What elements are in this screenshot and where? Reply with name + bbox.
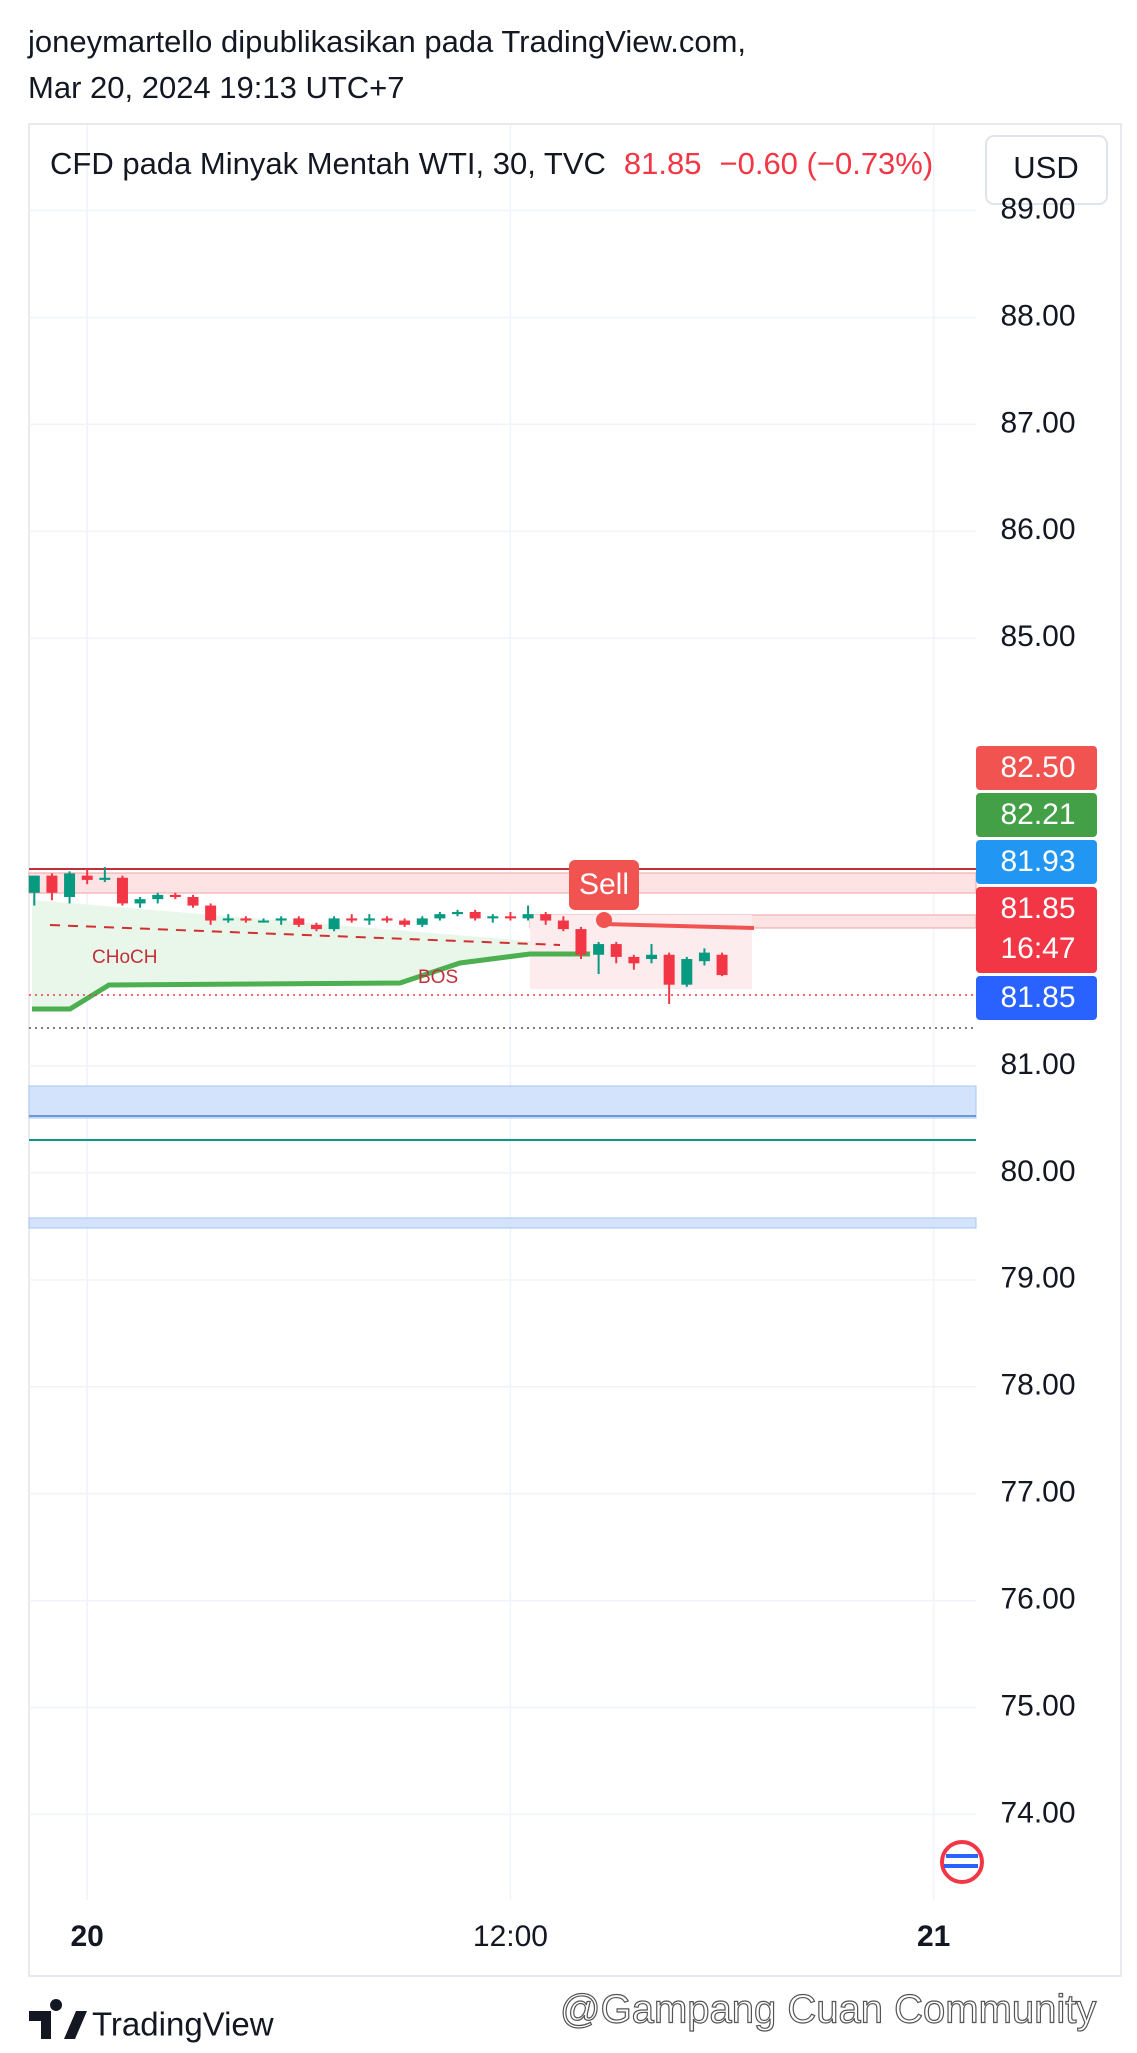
- candle-body: [81, 875, 93, 880]
- last-price: 81.85: [624, 146, 702, 181]
- x-tick-label: 21: [917, 1920, 950, 1953]
- date: Mar 20, 2024 19:13 UTC+7: [28, 70, 405, 105]
- candle-body: [275, 918, 287, 921]
- candle-body: [99, 877, 111, 880]
- candle-body: [187, 897, 199, 906]
- price-label-box: [976, 793, 1097, 837]
- currency[interactable]: USD: [1013, 150, 1078, 185]
- y-tick-label: 86.00: [1000, 513, 1075, 546]
- sell-marker: [569, 860, 639, 910]
- candle-body: [240, 918, 252, 921]
- countdown: 16:47: [1000, 932, 1075, 965]
- bos-label: BOS: [418, 967, 458, 988]
- zone: [602, 922, 755, 930]
- price-label: 81.85: [1000, 892, 1075, 925]
- zone: [32, 951, 590, 1012]
- watermark: @Gampang Cuan Community: [560, 1988, 1096, 2032]
- candle-body: [205, 905, 217, 921]
- sell-dot: [596, 912, 612, 928]
- candle-body: [381, 918, 393, 921]
- zone: [32, 900, 590, 1009]
- candle-body: [169, 894, 181, 898]
- y-tick-label: 75.00: [1000, 1689, 1075, 1722]
- candle-body: [328, 918, 340, 930]
- tv-logo: [29, 1999, 87, 2039]
- candle-body: [293, 918, 305, 925]
- candle-body: [434, 914, 446, 919]
- price-label-box: [976, 887, 1097, 973]
- y-tick-label: 74.00: [1000, 1796, 1075, 1829]
- candle-body: [557, 920, 569, 930]
- candle-body: [469, 911, 481, 919]
- x-tick-label: 12:00: [473, 1920, 548, 1953]
- candle-body: [258, 920, 270, 923]
- candle-body: [310, 924, 322, 930]
- candle-body: [28, 875, 40, 893]
- zone: [28, 1085, 977, 1119]
- price-label: 82.21: [1000, 798, 1075, 831]
- currency-button[interactable]: [985, 135, 1108, 205]
- globe-icon: [940, 1840, 984, 1884]
- candle-body: [346, 918, 358, 921]
- plot: CHoCH BOS Sell: [28, 125, 977, 1900]
- y-tick-label: 78.00: [1000, 1369, 1075, 1402]
- y-tick-label: 87.00: [1000, 406, 1075, 439]
- x-tick-label: 20: [71, 1920, 104, 1953]
- frame: [28, 123, 1122, 1977]
- price-label-box: [976, 976, 1097, 1020]
- y-tick-label: 85.00: [1000, 620, 1075, 653]
- author: joneymartello dipublikasikan pada Tradin…: [27, 24, 746, 59]
- candle-body: [610, 944, 622, 957]
- candle-body: [504, 916, 516, 919]
- y-tick-label: 77.00: [1000, 1476, 1075, 1509]
- candle-body: [522, 914, 534, 919]
- price-change: −0.60 (−0.73%): [719, 146, 933, 181]
- y-tick-label: 88.00: [1000, 299, 1075, 332]
- candle-body: [540, 914, 552, 921]
- candle-body: [681, 959, 693, 985]
- chart-title: CFD pada Minyak Mentah WTI, 30, TVC: [50, 146, 606, 181]
- brand: TradingView: [92, 2006, 274, 2043]
- candle-body: [593, 944, 605, 955]
- y-tick-label: 80.00: [1000, 1155, 1075, 1188]
- zone: [28, 872, 977, 894]
- candle-body: [152, 894, 164, 900]
- candle-body: [663, 954, 675, 985]
- y-tick-label: 89.00: [1000, 192, 1075, 225]
- candle-body: [452, 911, 464, 915]
- candle-body: [46, 875, 58, 893]
- candle-body: [487, 916, 499, 919]
- y-tick-label: 81.00: [1000, 1048, 1075, 1081]
- candle-body: [363, 918, 375, 921]
- candle-body: [698, 952, 710, 962]
- candle-body: [399, 920, 411, 925]
- sell-label: Sell: [579, 868, 629, 901]
- zone: [28, 1217, 977, 1229]
- y-tick-label: 79.00: [1000, 1262, 1075, 1295]
- candle-body: [716, 954, 728, 976]
- candle-body: [134, 899, 146, 904]
- candle-body: [116, 877, 128, 904]
- candle-body: [64, 873, 76, 898]
- price-label-box: [976, 746, 1097, 790]
- candle-body: [416, 918, 428, 925]
- price-label: 82.50: [1000, 751, 1075, 784]
- candle-body: [628, 956, 640, 964]
- choch-label: CHoCH: [92, 947, 157, 968]
- y-tick-label: 76.00: [1000, 1583, 1075, 1616]
- price-label-box: [976, 840, 1097, 884]
- candle-body: [575, 929, 587, 955]
- price-label: 81.85: [1000, 981, 1075, 1014]
- zone: [49, 924, 561, 946]
- candle-body: [222, 918, 234, 921]
- price-label: 81.93: [1000, 845, 1075, 878]
- candle-body: [646, 954, 658, 960]
